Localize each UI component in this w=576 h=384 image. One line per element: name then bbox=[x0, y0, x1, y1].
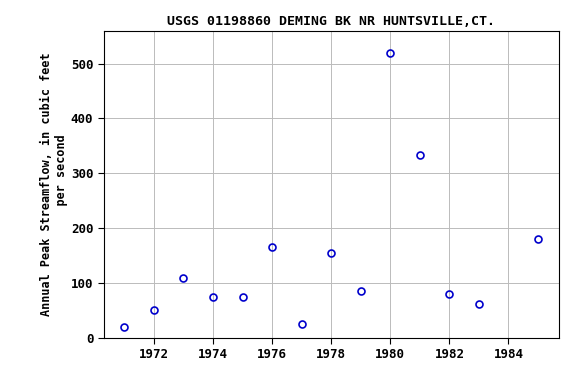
Title: USGS 01198860 DEMING BK NR HUNTSVILLE,CT.: USGS 01198860 DEMING BK NR HUNTSVILLE,CT… bbox=[167, 15, 495, 28]
Y-axis label: Annual Peak Streamflow, in cubic feet
    per second: Annual Peak Streamflow, in cubic feet pe… bbox=[40, 53, 68, 316]
